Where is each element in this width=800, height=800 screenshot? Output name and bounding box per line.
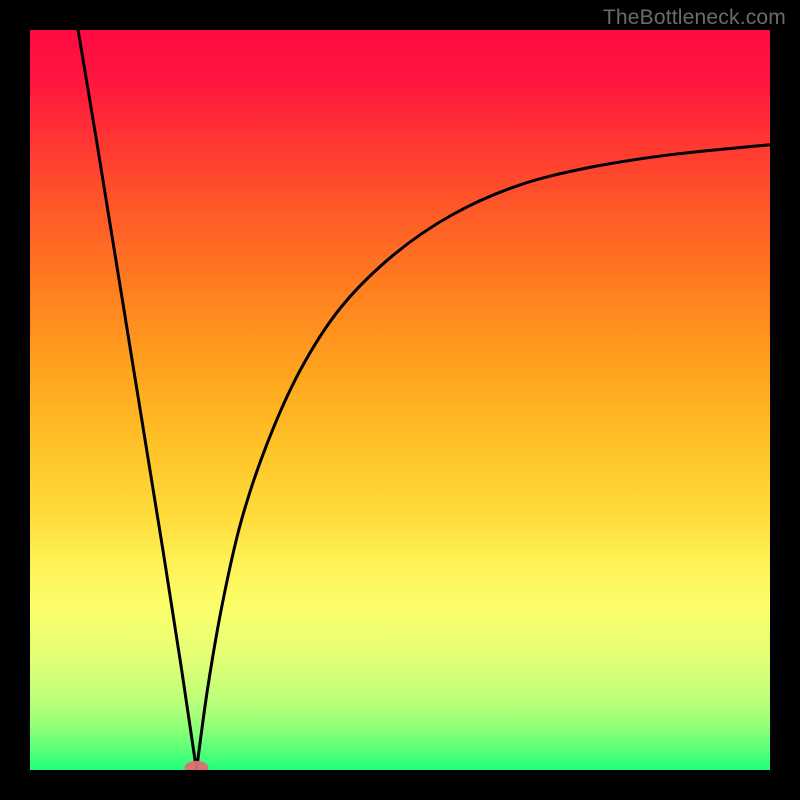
chart-svg: [30, 30, 770, 770]
watermark-text: TheBottleneck.com: [603, 6, 786, 30]
gradient-background: [30, 30, 770, 770]
bottleneck-chart: [30, 30, 770, 770]
